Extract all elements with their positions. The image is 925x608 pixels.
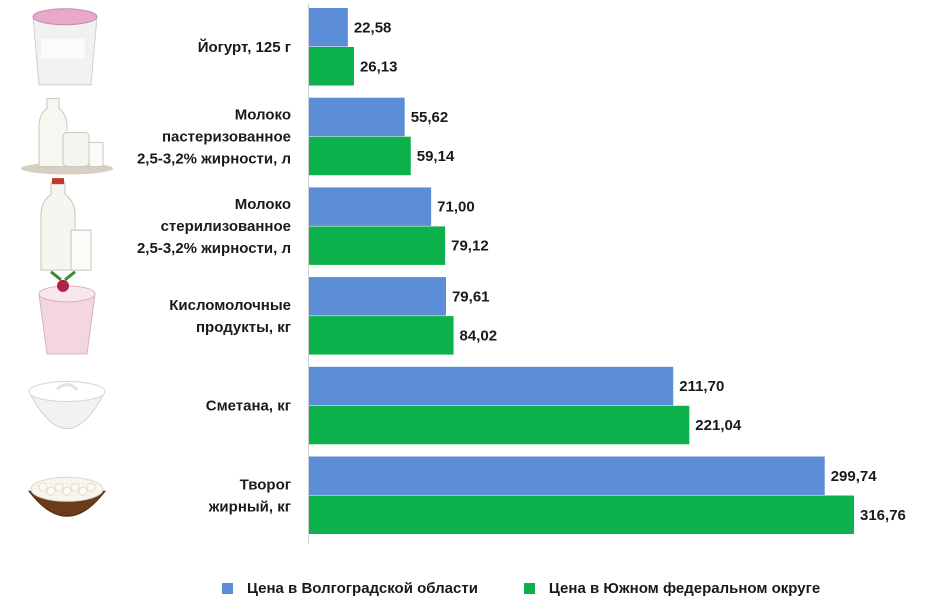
legend-label-south: Цена в Южном федеральном округе	[548, 580, 821, 597]
bar-south-5	[309, 495, 854, 534]
legend-item-volgograd: Цена в Волгоградской области	[222, 580, 478, 597]
bar-south-2	[309, 226, 446, 265]
bar-south-0	[309, 47, 354, 86]
bar-volgograd-3	[309, 277, 446, 316]
dessert-bowl-icon	[38, 270, 96, 355]
legend-swatch-south	[523, 583, 535, 594]
value-label-volgograd-2: 71,00	[437, 199, 475, 216]
legend-label-volgograd: Цена в Волгоградской области	[247, 580, 478, 597]
milk-bottle-glass-icon	[40, 178, 92, 271]
category-label-5: Творог жирный, кг	[208, 476, 291, 515]
bar-volgograd-4	[309, 366, 674, 406]
bar-south-3	[309, 316, 454, 355]
category-label-1: Молоко пастеризованное 2,5-3,2% жирности, …	[137, 106, 291, 167]
bar-volgograd-1	[309, 97, 405, 137]
bar-volgograd-0	[309, 8, 348, 47]
bar-south-1	[309, 136, 411, 176]
value-label-volgograd-3: 79,61	[452, 288, 490, 305]
category-label-3: Кисломолочные продукты, кг	[169, 297, 291, 336]
cottage-cheese-bowl-icon	[27, 476, 107, 517]
legend-item-south: Цена в Южном федеральном округе	[523, 580, 821, 597]
bar-south-4	[309, 405, 690, 445]
value-label-south-4: 221,04	[695, 417, 742, 434]
value-label-volgograd-4: 211,70	[679, 378, 724, 395]
category-label-2: Молоко стерилизованное 2,5-3,2% жирности, …	[137, 196, 291, 257]
sour-cream-bowl-icon	[28, 381, 106, 430]
bar-volgograd-5	[309, 456, 825, 495]
category-label-0: Йогурт, 125 г	[198, 38, 291, 56]
value-label-south-3: 84,02	[460, 327, 498, 344]
milk-bottle-jug-icon	[21, 97, 113, 175]
value-label-south-1: 59,14	[417, 148, 455, 165]
legend: Цена в Волгоградской области Цена в Южно…	[222, 580, 820, 597]
value-label-volgograd-0: 22,58	[354, 19, 392, 36]
category-label-4: Сметана, кг	[206, 398, 291, 415]
value-label-south-0: 26,13	[360, 58, 398, 75]
value-label-south-2: 79,12	[451, 238, 489, 255]
bar-volgograd-2	[309, 187, 432, 226]
legend-swatch-volgograd	[222, 583, 233, 594]
value-label-south-5: 316,76	[860, 507, 906, 524]
yogurt-cup-icon	[32, 8, 98, 86]
value-label-volgograd-5: 299,74	[831, 468, 878, 485]
value-label-volgograd-1: 55,62	[411, 109, 449, 126]
